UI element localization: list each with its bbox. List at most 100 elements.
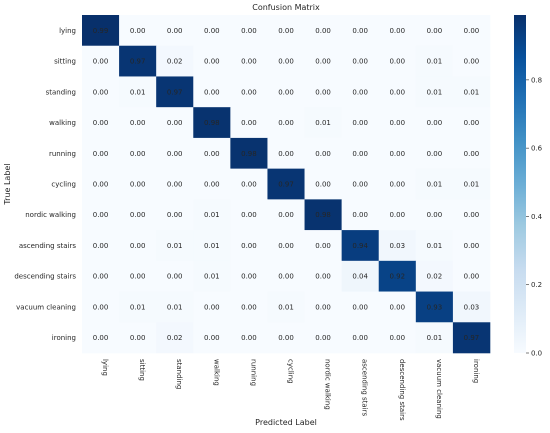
heatmap-cell [341,45,380,77]
cell-value-label: 0.00 [167,27,183,35]
heatmap-cell [230,260,268,292]
column-tick-label: descending stairs [398,359,406,421]
heatmap-cell [82,137,120,169]
heatmap-cell [267,45,305,77]
heatmap-cell [341,76,380,108]
heatmap-cell [378,137,417,169]
column-tick-label: vacuum cleaning [435,359,443,419]
cell-value-label: 0.97 [167,88,183,96]
cell-value-label: 0.00 [241,27,257,35]
heatmap-cell [82,15,120,47]
heatmap-cell [119,137,157,169]
cell-value-label: 0.00 [352,58,368,66]
cell-value-label: 0.00 [352,181,368,189]
heatmap-cell [267,168,305,200]
cell-value-label: 0.00 [278,211,294,219]
colorbar-tick-label: 0.0 [531,350,542,358]
heatmap-cell [304,322,342,354]
heatmap-cell [119,15,157,47]
heatmap-cell [341,322,380,354]
heatmap-cell [341,107,380,139]
heatmap-cell [378,322,417,354]
heatmap-cell [267,137,305,169]
heatmap-cell [341,168,380,200]
cell-value-label: 0.00 [278,242,294,250]
heatmap-cell [267,322,305,354]
cell-value-label: 0.04 [352,273,368,281]
cell-value-label: 0.00 [278,119,294,127]
row-labels: lying sitting standing walking running cyclin… [14,27,76,342]
cell-value-label: 0.00 [93,150,109,158]
cell-value-label: 0.00 [389,88,405,96]
heatmap-cell [230,107,268,139]
heatmap-cell [82,291,120,323]
heatmap-cells: 0.99 0.00 0.00 0.00 0.00 0.00 0.00 0.00 0.00 0.00… [82,15,491,354]
heatmap-cell [267,291,305,323]
cell-value-label: 0.00 [389,27,405,35]
cell-value-label: 0.00 [464,150,480,158]
cell-value-label: 0.00 [167,150,183,158]
heatmap-cell [82,260,120,292]
cell-value-label: 0.00 [427,150,443,158]
cell-value-label: 0.97 [278,181,294,189]
cell-value-label: 0.00 [93,119,109,127]
cell-value-label: 0.00 [278,273,294,281]
cell-value-label: 0.01 [427,88,443,96]
row-tick-label: standing [46,88,76,96]
column-tick-label: lying [101,359,109,376]
cell-value-label: 0.97 [130,58,146,66]
cell-value-label: 0.00 [464,27,480,35]
heatmap-cell [415,230,454,262]
cell-value-label: 0.02 [167,334,183,342]
cell-value-label: 0.01 [167,303,183,311]
cell-value-label: 0.00 [130,242,146,250]
heatmap-cell [341,199,380,231]
heatmap-cell [156,107,194,139]
heatmap-cell [119,107,157,139]
column-tick-label: ascending stairs [361,359,369,417]
heatmap-cell [452,107,491,139]
heatmap-cell [230,137,268,169]
column-tick-label: walking [212,359,220,386]
cell-value-label: 0.00 [389,150,405,158]
heatmap-cell [267,15,305,47]
cell-value-label: 0.01 [427,334,443,342]
heatmap-cell [415,291,454,323]
row-tick-label: ironing [52,334,76,342]
cell-value-label: 0.00 [352,88,368,96]
cell-value-label: 0.00 [93,58,109,66]
cell-value-label: 0.01 [464,88,480,96]
heatmap-cell [156,45,194,77]
heatmap-cell [119,76,157,108]
cell-value-label: 0.00 [93,181,109,189]
cell-value-label: 0.00 [389,181,405,189]
cell-value-label: 0.98 [315,211,331,219]
heatmap-cell [193,107,231,139]
cell-value-label: 0.99 [93,27,109,35]
colorbar-ticks: 0.0 0.2 0.4 0.6 0.8 [526,76,543,358]
heatmap-cell [193,45,231,77]
cell-value-label: 0.00 [352,119,368,127]
heatmap-cell [341,230,380,262]
cell-value-label: 0.00 [241,334,257,342]
heatmap-cell [452,15,491,47]
heatmap-cell [452,199,491,231]
column-labels: lying sitting standing walking running cyclin… [101,359,480,421]
colorbar [514,15,526,353]
heatmap-cell [193,322,231,354]
cell-value-label: 0.00 [130,181,146,189]
heatmap-cell [304,260,342,292]
cell-value-label: 0.00 [315,303,331,311]
cell-value-label: 0.00 [241,211,257,219]
heatmap-cell [415,15,454,47]
heatmap-cell [304,107,342,139]
row-tick-label: walking [49,119,76,127]
cell-value-label: 0.00 [204,303,220,311]
heatmap-cell [341,291,380,323]
colorbar-tick-label: 0.4 [531,213,543,221]
heatmap-cell [304,230,342,262]
cell-value-label: 0.02 [167,58,183,66]
cell-value-label: 0.01 [427,242,443,250]
cell-value-label: 0.02 [427,273,443,281]
